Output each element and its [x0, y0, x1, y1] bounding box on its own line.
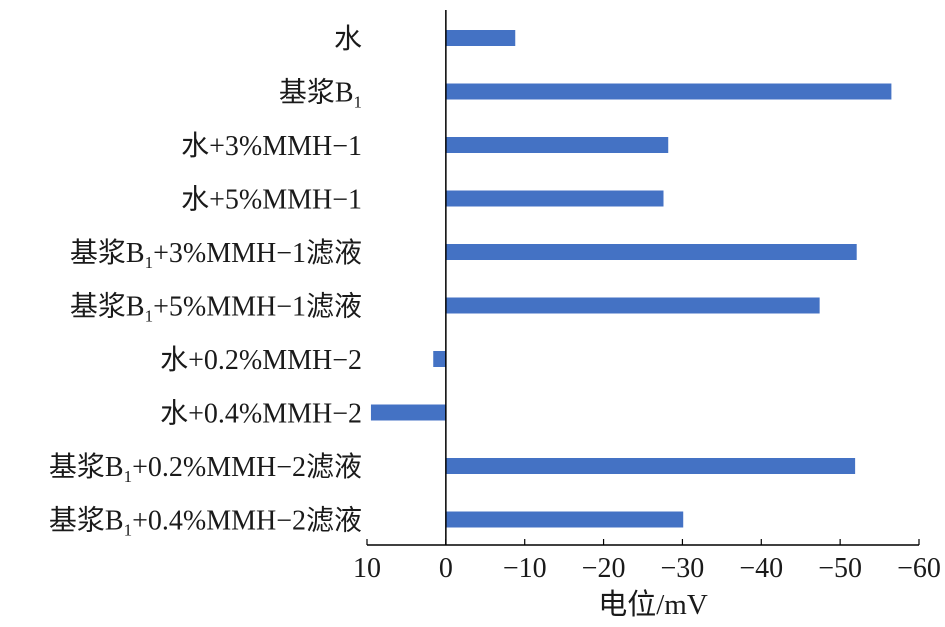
x-tick-label: −40	[739, 553, 783, 584]
bar-3	[445, 137, 669, 153]
bar-10	[445, 511, 684, 528]
x-axis-title: 电位/mV	[598, 588, 708, 621]
bar-5	[445, 244, 857, 260]
bar-8	[370, 404, 446, 421]
bar-6	[445, 297, 820, 314]
x-tick-label: −20	[582, 553, 626, 584]
bar-9	[445, 458, 856, 474]
x-tick-group: 10 0 −10 −20 −30 −40 −50 −60	[353, 539, 941, 584]
category-label: 基浆B1	[279, 77, 362, 112]
category-label: 水+3%MMH−1	[181, 130, 362, 162]
category-label: 基浆B1+5%MMH−1滤液	[70, 291, 362, 326]
category-label: 水+5%MMH−1	[181, 184, 362, 216]
category-label-group: 水基浆B1水+3%MMH−1水+5%MMH−1基浆B1+3%MMH−1滤液基浆B…	[49, 23, 362, 540]
bar-1	[445, 30, 516, 46]
bar-4	[445, 190, 664, 207]
x-tick-label: 10	[353, 553, 381, 584]
category-label: 水	[334, 23, 362, 55]
bar-7	[433, 351, 446, 367]
bar-2	[445, 83, 892, 100]
x-tick-label: −50	[818, 553, 862, 584]
category-label: 基浆B1+3%MMH−1滤液	[70, 237, 362, 272]
category-label: 水+0.4%MMH−2	[160, 398, 362, 430]
category-label: 基浆B1+0.4%MMH−2滤液	[49, 505, 362, 540]
x-tick-label: −60	[897, 553, 941, 584]
category-label: 基浆B1+0.2%MMH−2滤液	[49, 451, 362, 486]
category-label: 水+0.2%MMH−2	[160, 344, 362, 376]
bars-group	[370, 30, 892, 528]
x-tick-label: 0	[439, 553, 453, 584]
x-tick-label: −10	[503, 553, 547, 584]
x-tick-label: −30	[661, 553, 705, 584]
